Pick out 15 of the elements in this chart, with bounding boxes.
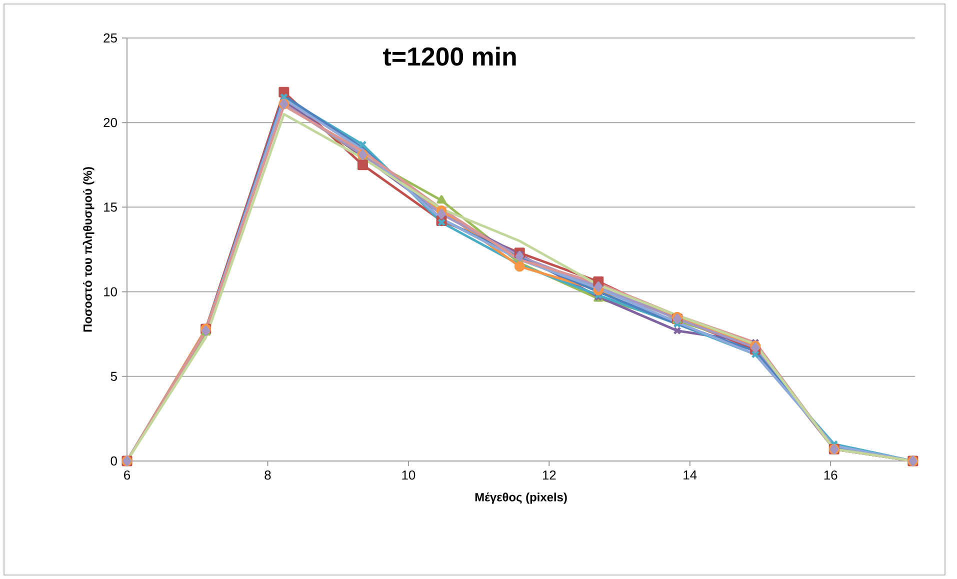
y-axis-title: Ποσοστό του πληθυσμού (%) [82, 167, 94, 332]
x-axis-title: Μέγεθος (pixels) [475, 492, 567, 504]
y-tick-label: 20 [104, 118, 117, 128]
x-tick-label: 8 [264, 470, 271, 480]
y-tick-label: 25 [104, 33, 117, 43]
chart-title: t=1200 min [383, 46, 516, 66]
x-tick-label: 6 [124, 470, 130, 480]
y-tick-label: 10 [104, 287, 117, 296]
x-tick-label: 16 [824, 470, 838, 480]
y-tick-label: 5 [110, 372, 117, 381]
x-tick-label: 14 [684, 470, 697, 480]
y-tick-label: 15 [104, 202, 117, 212]
x-tick-label: 10 [402, 470, 416, 480]
y-tick-label: 0 [110, 456, 117, 466]
x-tick-label: 12 [542, 470, 556, 480]
